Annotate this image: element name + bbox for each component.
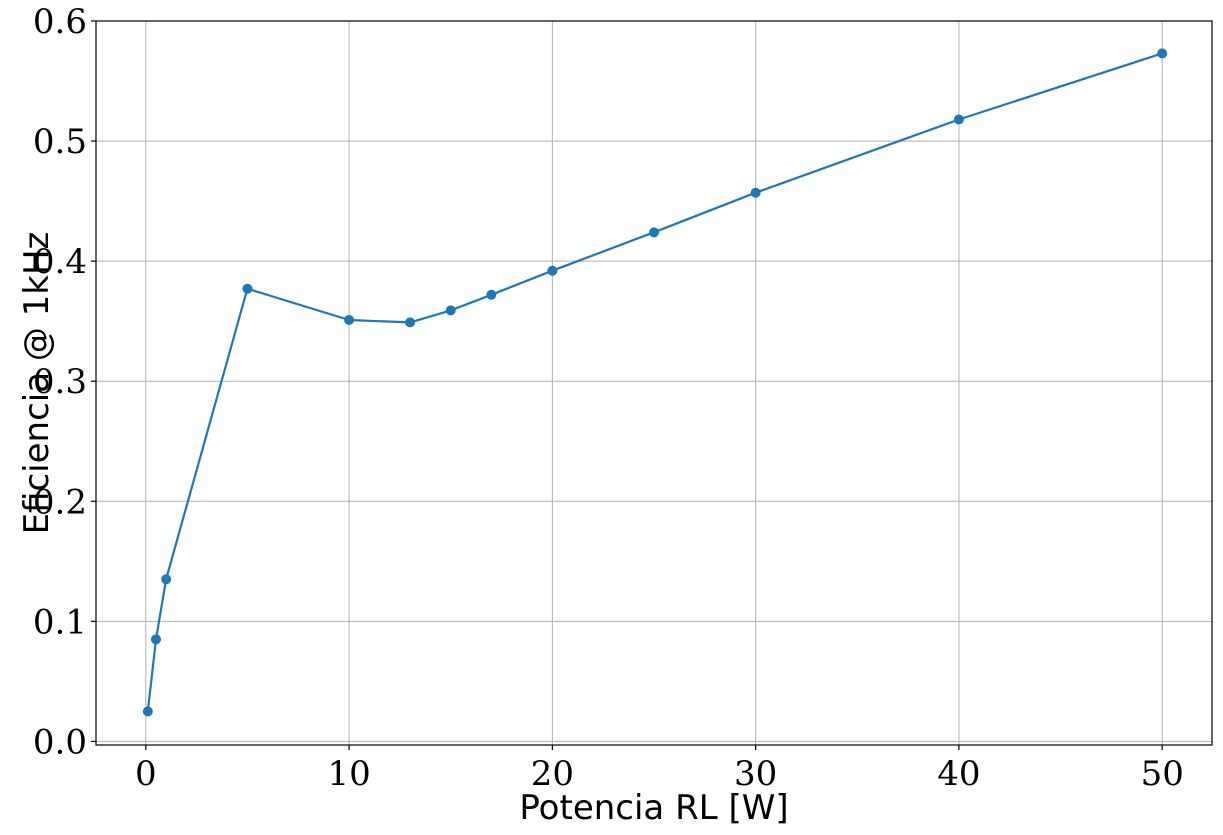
x-tick-label: 30 [734,754,777,794]
y-tick-label: 0.2 [33,482,87,522]
data-point [1157,48,1168,59]
data-point [161,574,172,585]
data-point [242,283,253,294]
axis-ticks: 0 10 20 30 40 50 0.0 0.1 0.2 0.3 0.4 0.5 0.6 [33,2,1184,794]
data-point [547,265,558,276]
data-series [142,48,1168,717]
data-point [344,314,355,325]
x-tick-label: 40 [937,754,980,794]
data-point [953,114,964,125]
x-axis-label: Potencia RL [W] [519,788,788,828]
x-tick-label: 10 [327,754,370,794]
data-point [150,634,161,645]
y-axis-label: Eficiencia @ 1kHz [17,232,57,535]
data-point [750,187,761,198]
x-tick-label: 50 [1141,754,1184,794]
data-point [486,289,497,300]
data-point [445,305,456,316]
data-point [142,706,153,717]
y-tick-label: 0.5 [33,122,87,162]
plot-frame [95,20,1213,746]
series-line [146,52,1163,712]
x-tick-label: 20 [531,754,574,794]
y-tick-label: 0.6 [33,2,87,42]
y-tick-label: 0.0 [33,722,87,762]
y-tick-label: 0.3 [33,362,87,402]
x-tick-label: 0 [135,754,157,794]
y-tick-label: 0.4 [33,242,87,282]
y-tick-label: 0.1 [33,602,87,642]
grid [96,20,1212,745]
data-point [405,317,416,328]
data-point [649,227,659,238]
